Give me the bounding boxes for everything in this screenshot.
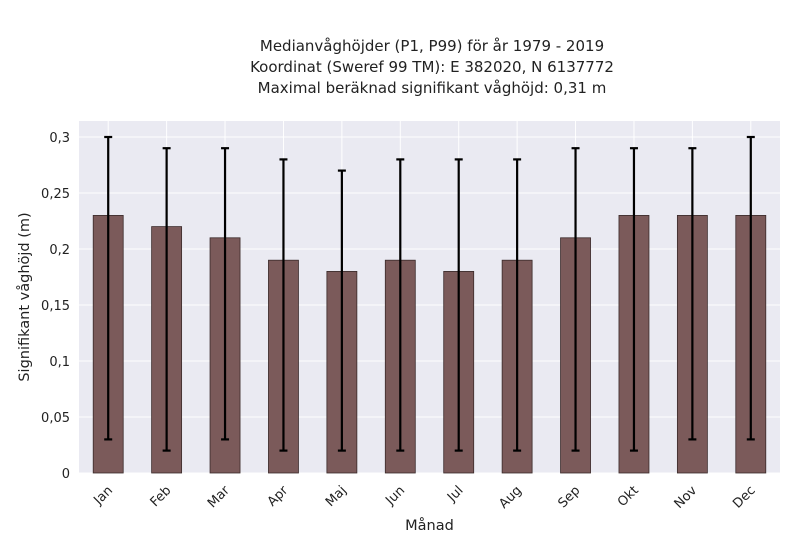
error-bars <box>104 135 755 452</box>
x-tick-label: Nov <box>672 483 701 512</box>
error-bar-jul <box>454 158 463 452</box>
y-axis-label: Signifikant våghöjd (m) <box>16 212 33 381</box>
error-bar-feb <box>162 147 171 452</box>
x-tick-label: Dec <box>730 483 758 511</box>
y-tick-label: 0,3 <box>49 131 70 146</box>
title-line-3: Maximal beräknad signifikant våghöjd: 0,… <box>258 79 607 97</box>
error-bar-dec <box>746 135 755 441</box>
error-bar-sep <box>571 147 580 452</box>
error-bar-okt <box>629 147 638 452</box>
error-bar-jun <box>396 158 405 452</box>
y-tick-label: 0,1 <box>49 355 70 370</box>
x-tick-label: Jan <box>91 483 116 508</box>
error-bar-maj <box>337 169 346 452</box>
y-tick-label: 0 <box>62 467 70 482</box>
y-tick-label: 0,05 <box>41 411 70 426</box>
x-tick-label: Feb <box>148 483 175 510</box>
x-tick-label: Sep <box>555 483 583 511</box>
x-tick-label: Jul <box>444 483 466 505</box>
error-bar-jan <box>104 135 113 441</box>
x-axis-label: Månad <box>405 517 454 534</box>
error-bar-aug <box>513 158 522 452</box>
plot-area <box>79 121 780 473</box>
x-tick-label: Okt <box>615 483 642 510</box>
title-line-1: Medianvåghöjder (P1, P99) för år 1979 - … <box>260 37 604 55</box>
x-axis-ticks: Jan Feb Mar Apr Maj Jun Jul Aug Sep Okt Nov Dec <box>91 483 759 512</box>
x-tick-label: Maj <box>323 483 350 510</box>
x-tick-label: Jun <box>382 483 408 509</box>
x-tick-label: Apr <box>265 483 292 510</box>
y-tick-label: 0,2 <box>49 243 70 258</box>
error-bar-mar <box>221 147 230 441</box>
error-bar-nov <box>688 147 697 441</box>
x-tick-label: Mar <box>205 483 233 511</box>
x-tick-label: Aug <box>496 483 525 512</box>
y-axis-ticks: 0 0,05 0,1 0,15 0,2 0,25 0,3 <box>41 131 70 482</box>
error-bar-apr <box>279 158 288 452</box>
chart-title: Medianvåghöjder (P1, P99) för år 1979 - … <box>250 37 614 97</box>
y-tick-label: 0,25 <box>41 187 70 202</box>
title-line-2: Koordinat (Sweref 99 TM): E 382020, N 61… <box>250 58 614 76</box>
y-tick-label: 0,15 <box>41 299 70 314</box>
